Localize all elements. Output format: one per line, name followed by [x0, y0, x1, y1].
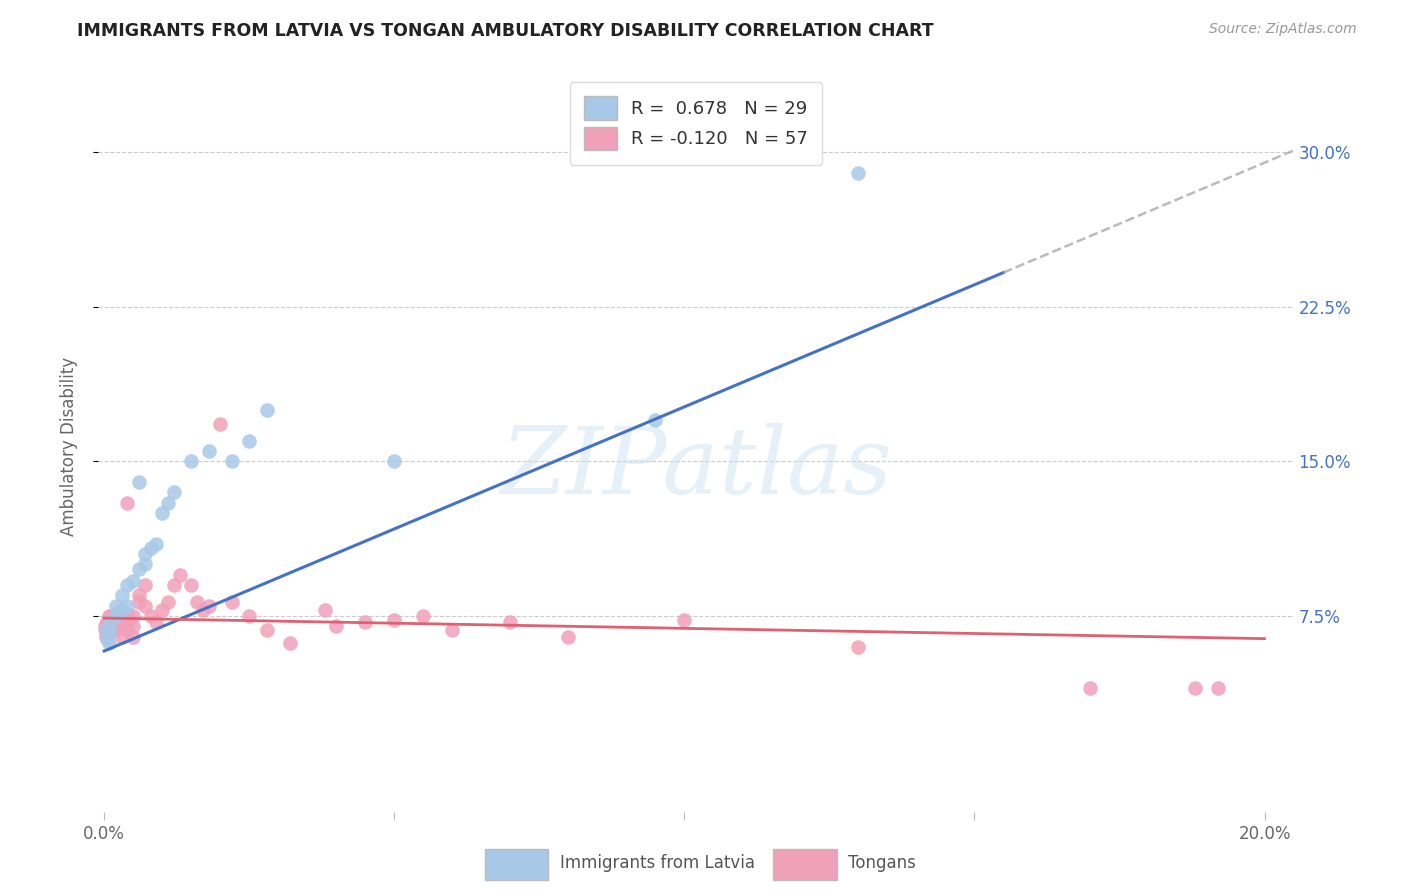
Point: [314, 603, 336, 617]
Point: [117, 578, 139, 592]
Point: [104, 609, 127, 624]
Point: [96, 615, 118, 629]
Point: [145, 537, 167, 551]
Point: [197, 444, 219, 458]
Point: [97, 615, 120, 629]
Point: [134, 547, 156, 561]
Point: [117, 624, 139, 638]
Point: [412, 609, 434, 624]
Legend: R =  0.678   N = 29, R = -0.120   N = 57: R = 0.678 N = 29, R = -0.120 N = 57: [569, 82, 823, 164]
Point: [382, 613, 405, 627]
Point: [499, 615, 522, 629]
Point: [111, 603, 134, 617]
Point: [128, 561, 150, 575]
Point: [644, 413, 666, 427]
Y-axis label: Ambulatory Disability: Ambulatory Disability: [59, 357, 77, 535]
Point: [104, 613, 127, 627]
Point: [122, 619, 145, 633]
Point: [1184, 681, 1206, 695]
Point: [98, 624, 121, 638]
Point: [98, 615, 121, 629]
Point: [145, 615, 167, 629]
Point: [122, 574, 145, 588]
Point: [128, 475, 150, 489]
Point: [94, 630, 117, 644]
Point: [117, 599, 139, 613]
Point: [163, 485, 186, 500]
Text: Source: ZipAtlas.com: Source: ZipAtlas.com: [1209, 22, 1357, 37]
Point: [221, 454, 243, 468]
Point: [134, 558, 156, 572]
Point: [111, 619, 134, 633]
Text: Tongans: Tongans: [848, 854, 915, 872]
Point: [354, 615, 377, 629]
Point: [186, 594, 208, 608]
Point: [134, 578, 156, 592]
Point: [163, 578, 186, 592]
Point: [673, 613, 696, 627]
Point: [104, 624, 127, 638]
Point: [98, 609, 121, 624]
Point: [848, 640, 870, 654]
Point: [111, 609, 134, 624]
Point: [278, 636, 301, 650]
Point: [139, 609, 162, 624]
Point: [256, 403, 278, 417]
Point: [441, 624, 464, 638]
Point: [848, 166, 870, 180]
Point: [1080, 681, 1102, 695]
Point: [111, 588, 134, 602]
Point: [238, 609, 260, 624]
Point: [557, 630, 579, 644]
Point: [382, 454, 405, 468]
Point: [104, 619, 127, 633]
Point: [122, 630, 145, 644]
Point: [150, 603, 173, 617]
Point: [97, 636, 120, 650]
Point: [117, 607, 139, 621]
Point: [256, 624, 278, 638]
Point: [180, 578, 202, 592]
Point: [117, 496, 139, 510]
Point: [94, 624, 117, 638]
Point: [97, 624, 120, 638]
Point: [98, 615, 121, 629]
Point: [157, 496, 180, 510]
Point: [104, 599, 127, 613]
FancyBboxPatch shape: [773, 848, 837, 880]
Point: [157, 594, 180, 608]
Point: [180, 454, 202, 468]
Text: Immigrants from Latvia: Immigrants from Latvia: [560, 854, 755, 872]
Point: [94, 619, 117, 633]
Point: [169, 567, 191, 582]
Point: [134, 599, 156, 613]
Point: [128, 594, 150, 608]
Point: [104, 607, 127, 621]
Point: [1206, 681, 1229, 695]
Point: [98, 625, 121, 640]
Point: [128, 588, 150, 602]
Point: [96, 632, 118, 646]
Text: IMMIGRANTS FROM LATVIA VS TONGAN AMBULATORY DISABILITY CORRELATION CHART: IMMIGRANTS FROM LATVIA VS TONGAN AMBULAT…: [77, 22, 934, 40]
Point: [197, 599, 219, 613]
Point: [122, 609, 145, 624]
Point: [97, 609, 120, 624]
Point: [96, 619, 118, 633]
Point: [221, 594, 243, 608]
Text: ZIPatlas: ZIPatlas: [501, 423, 891, 513]
Point: [209, 417, 232, 432]
Point: [139, 541, 162, 555]
FancyBboxPatch shape: [485, 848, 548, 880]
Point: [325, 619, 347, 633]
Point: [94, 624, 117, 638]
Point: [191, 603, 214, 617]
Point: [150, 506, 173, 520]
Point: [238, 434, 260, 448]
Point: [117, 615, 139, 629]
Point: [111, 630, 134, 644]
